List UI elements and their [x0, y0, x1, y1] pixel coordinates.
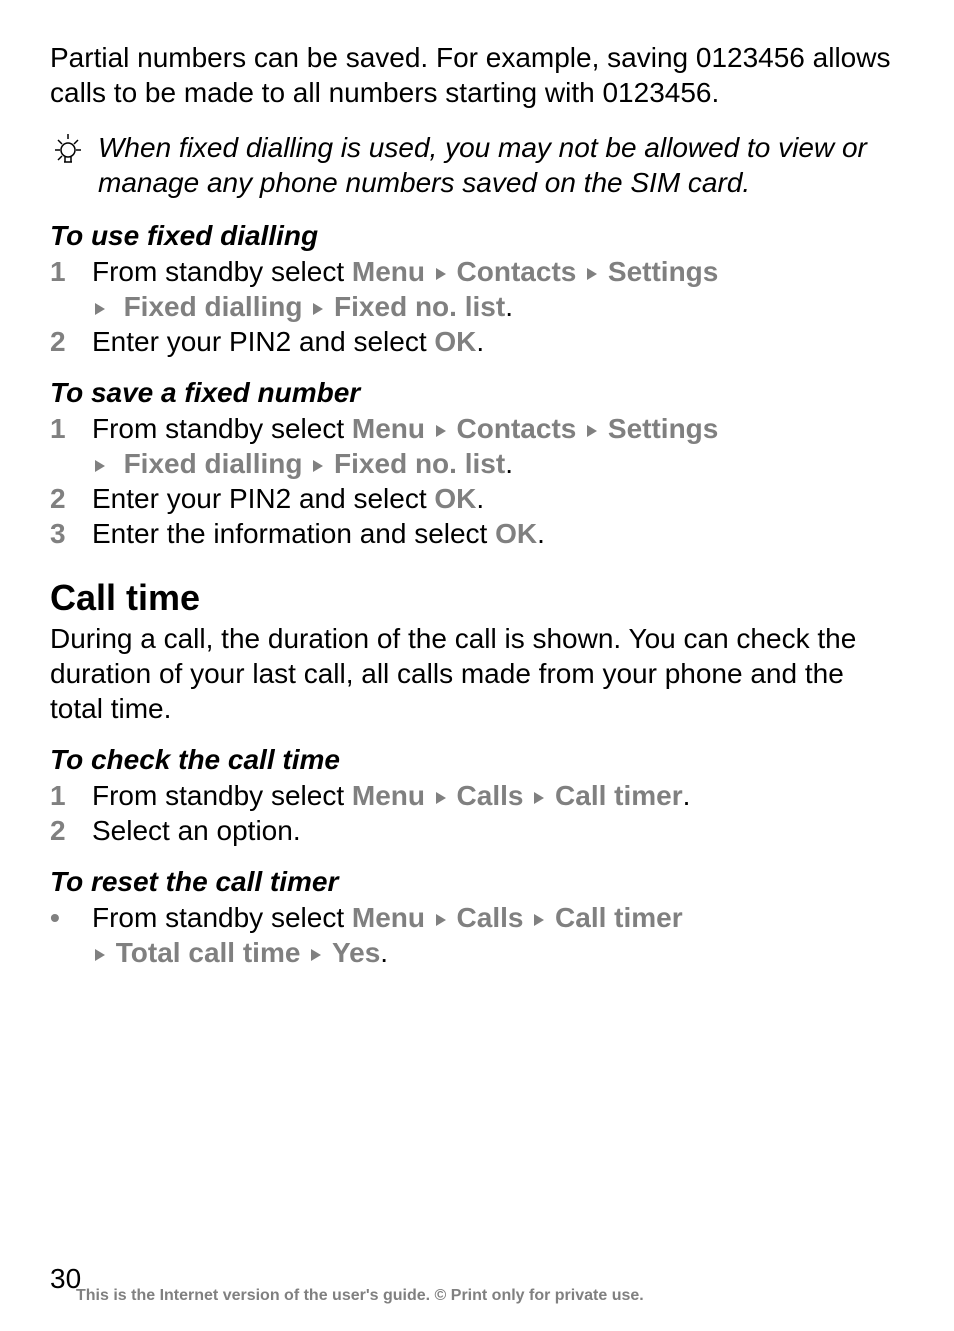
- step-text: Enter your PIN2 and select: [92, 483, 434, 514]
- list-item: 2 Select an option.: [50, 813, 904, 848]
- menu-label: Settings: [608, 413, 718, 444]
- step-text: From standby select: [92, 780, 352, 811]
- steps-check-time: 1 From standby select Menu Calls Call ti…: [50, 778, 904, 848]
- step-number: 1: [50, 778, 66, 813]
- menu-label: OK: [434, 483, 476, 514]
- arrow-icon: [531, 900, 547, 935]
- list-item: 1 From standby select Menu Contacts Sett…: [50, 254, 904, 324]
- step-text: From standby select: [92, 256, 352, 287]
- arrow-icon: [433, 254, 449, 289]
- step-number: 3: [50, 516, 66, 551]
- menu-label: Menu: [352, 256, 425, 287]
- list-item: • From standby select Menu Calls Call ti…: [50, 900, 904, 970]
- heading-reset-call-timer: To reset the call timer: [50, 866, 904, 898]
- steps-use-fixed: 1 From standby select Menu Contacts Sett…: [50, 254, 904, 359]
- menu-label: Fixed no. list: [334, 291, 505, 322]
- list-item: 1 From standby select Menu Contacts Sett…: [50, 411, 904, 481]
- menu-label: Contacts: [457, 256, 577, 287]
- arrow-icon: [308, 935, 324, 970]
- heading-call-time: Call time: [50, 577, 904, 619]
- heading-save-fixed-number: To save a fixed number: [50, 377, 904, 409]
- menu-label: Settings: [608, 256, 718, 287]
- step-text: Enter your PIN2 and select: [92, 326, 434, 357]
- step-text: From standby select: [92, 413, 352, 444]
- tip-block: When fixed dialling is used, you may not…: [50, 130, 904, 200]
- arrow-icon: [584, 411, 600, 446]
- menu-label: Menu: [352, 413, 425, 444]
- menu-label: Call timer: [555, 902, 683, 933]
- heading-check-call-time: To check the call time: [50, 744, 904, 776]
- arrow-icon: [310, 289, 326, 324]
- steps-save-fixed: 1 From standby select Menu Contacts Sett…: [50, 411, 904, 551]
- menu-label: Calls: [457, 902, 524, 933]
- step-number: 1: [50, 411, 66, 446]
- menu-label: Yes: [332, 937, 380, 968]
- arrow-icon: [92, 935, 108, 970]
- arrow-icon: [531, 778, 547, 813]
- arrow-icon: [92, 446, 108, 481]
- menu-label: Fixed no. list: [334, 448, 505, 479]
- menu-label: Calls: [457, 780, 524, 811]
- bullets-reset-timer: • From standby select Menu Calls Call ti…: [50, 900, 904, 970]
- menu-label: OK: [434, 326, 476, 357]
- menu-label: Fixed dialling: [124, 291, 303, 322]
- menu-label: Menu: [352, 780, 425, 811]
- list-item: 3 Enter the information and select OK.: [50, 516, 904, 551]
- arrow-icon: [584, 254, 600, 289]
- menu-label: Fixed dialling: [124, 448, 303, 479]
- step-text: Enter the information and select: [92, 518, 495, 549]
- list-item: 2 Enter your PIN2 and select OK.: [50, 324, 904, 359]
- step-number: 2: [50, 324, 66, 359]
- arrow-icon: [92, 289, 108, 324]
- step-text: From standby select: [92, 902, 352, 933]
- bullet-icon: •: [50, 900, 60, 935]
- step-text: Select an option.: [92, 815, 301, 846]
- arrow-icon: [433, 411, 449, 446]
- step-number: 2: [50, 813, 66, 848]
- lightbulb-icon: [50, 132, 86, 173]
- arrow-icon: [433, 900, 449, 935]
- menu-label: Contacts: [457, 413, 577, 444]
- menu-label: OK: [495, 518, 537, 549]
- step-number: 2: [50, 481, 66, 516]
- step-number: 1: [50, 254, 66, 289]
- menu-label: Call timer: [555, 780, 683, 811]
- tip-text: When fixed dialling is used, you may not…: [98, 130, 904, 200]
- heading-use-fixed-dialling: To use fixed dialling: [50, 220, 904, 252]
- call-time-body: During a call, the duration of the call …: [50, 621, 904, 726]
- arrow-icon: [310, 446, 326, 481]
- arrow-icon: [433, 778, 449, 813]
- menu-label: Total call time: [116, 937, 301, 968]
- intro-paragraph: Partial numbers can be saved. For exampl…: [50, 40, 904, 110]
- menu-label: Menu: [352, 902, 425, 933]
- footer-text: This is the Internet version of the user…: [76, 1287, 644, 1305]
- list-item: 1 From standby select Menu Calls Call ti…: [50, 778, 904, 813]
- list-item: 2 Enter your PIN2 and select OK.: [50, 481, 904, 516]
